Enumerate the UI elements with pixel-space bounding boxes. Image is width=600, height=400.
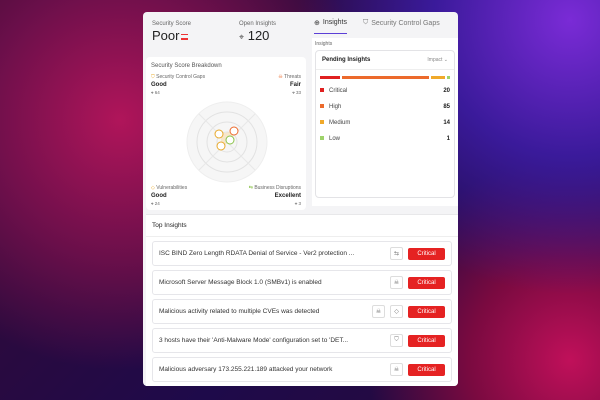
severity-dot (320, 136, 324, 140)
radar-point-vulnerabilities (216, 141, 226, 151)
severity-segment-medium (430, 76, 445, 79)
shield-icon: ⛉ (390, 334, 403, 347)
score-breakdown: Security Score Breakdown ⛉ Security Cont… (146, 57, 306, 210)
radar-point-gaps (214, 129, 224, 139)
diamond-alert-icon: ◇ (151, 185, 155, 191)
top-insights-title: Top Insights (146, 215, 458, 237)
insight-item[interactable]: 3 hosts have their 'Anti-Malware Mode' c… (152, 328, 452, 353)
skull-icon: ☠ (278, 74, 283, 80)
insight-item[interactable]: Microsoft Server Message Block 1.0 (SMBv… (152, 270, 452, 295)
insights-panel: Insights Pending Insights Impact ⌄ Critic… (312, 38, 458, 206)
quadrant-business-disruptions[interactable]: ⇆ Business Disruptions Excellent ⌖ 3 (248, 185, 301, 206)
quadrant-vulnerabilities[interactable]: ◇ Vulnerabilities Good ⌖ 24 (151, 185, 188, 206)
severity-row-medium[interactable]: Medium 14 (316, 115, 454, 131)
shield-icon: ⛉ (151, 74, 155, 80)
insight-item[interactable]: Malicious adversary 173.255.221.189 atta… (152, 357, 452, 382)
dashboard-card: Security Score Poor Open Insights ⌖ 120 … (143, 12, 458, 386)
severity-dot (320, 88, 324, 92)
severity-row-high[interactable]: High 85 (316, 99, 454, 115)
severity-badge: Critical (408, 247, 445, 260)
quadrant-threats[interactable]: ☠ Threats Fair ⌖ 33 (278, 74, 301, 95)
tab-insights[interactable]: ⊕ Insights (314, 12, 347, 34)
shield-icon: ⛉ (363, 19, 369, 26)
impact-dropdown[interactable]: Impact ⌄ (427, 57, 448, 63)
pending-insights: Pending Insights Impact ⌄ Critical 20 High 8… (315, 50, 455, 198)
disruption-icon: ⇆ (390, 247, 403, 260)
insight-text: Malicious adversary 173.255.221.189 atta… (159, 366, 333, 373)
insight-text: ISC BIND Zero Length RDATA Denial of Ser… (159, 250, 355, 257)
tab-bar: ⊕ Insights ⛉ Security Control Gaps (308, 12, 458, 34)
severity-row-low[interactable]: Low 1 (316, 131, 454, 147)
severity-bar (320, 76, 450, 79)
severity-dot (320, 120, 324, 124)
severity-row-critical[interactable]: Critical 20 (316, 83, 454, 99)
top-insights: Top Insights ISC BIND Zero Length RDATA … (146, 214, 458, 386)
score-level-icon (181, 34, 189, 40)
severity-segment-high (342, 76, 429, 79)
insights-section-label: Insights (315, 41, 333, 47)
severity-segment-low (446, 76, 450, 79)
skull-icon: ☠ (390, 363, 403, 376)
insight-item[interactable]: ISC BIND Zero Length RDATA Denial of Ser… (152, 241, 452, 266)
severity-badge: Critical (408, 334, 445, 347)
globe-icon: ⊕ (314, 19, 320, 27)
radar-point-disruptions (225, 135, 235, 145)
diamond-alert-icon: ◇ (390, 305, 403, 318)
open-insights-label: Open Insights (239, 21, 277, 27)
breakdown-title: Security Score Breakdown (151, 63, 222, 69)
severity-badge: Critical (408, 276, 445, 289)
radar-point-threats (229, 126, 239, 136)
insight-text: Microsoft Server Message Block 1.0 (SMBv… (159, 279, 322, 286)
security-score-label: Security Score (152, 21, 192, 27)
insight-text: 3 hosts have their 'Anti-Malware Mode' c… (159, 337, 349, 344)
quadrant-security-control-gaps[interactable]: ⛉ Security Control Gaps Good ⌖ 64 (151, 74, 206, 95)
radar-chart (186, 101, 268, 183)
pending-title: Pending Insights (322, 57, 371, 63)
severity-dot (320, 104, 324, 108)
severity-badge: Critical (408, 305, 445, 318)
insight-item[interactable]: Malicious activity related to multiple C… (152, 299, 452, 324)
insight-text: Malicious activity related to multiple C… (159, 308, 320, 315)
tab-security-control-gaps[interactable]: ⛉ Security Control Gaps (363, 19, 440, 27)
disruption-icon: ⇆ (248, 185, 253, 191)
insights-icon: ⌖ (239, 32, 245, 42)
severity-badge: Critical (408, 363, 445, 376)
security-score-value: Poor (152, 28, 180, 43)
skull-icon: ☠ (372, 305, 385, 318)
severity-segment-critical (320, 76, 341, 79)
skull-icon: ☠ (390, 276, 403, 289)
open-insights-value: 120 (247, 28, 270, 43)
score-header: Security Score Poor Open Insights ⌖ 120 (146, 15, 306, 51)
